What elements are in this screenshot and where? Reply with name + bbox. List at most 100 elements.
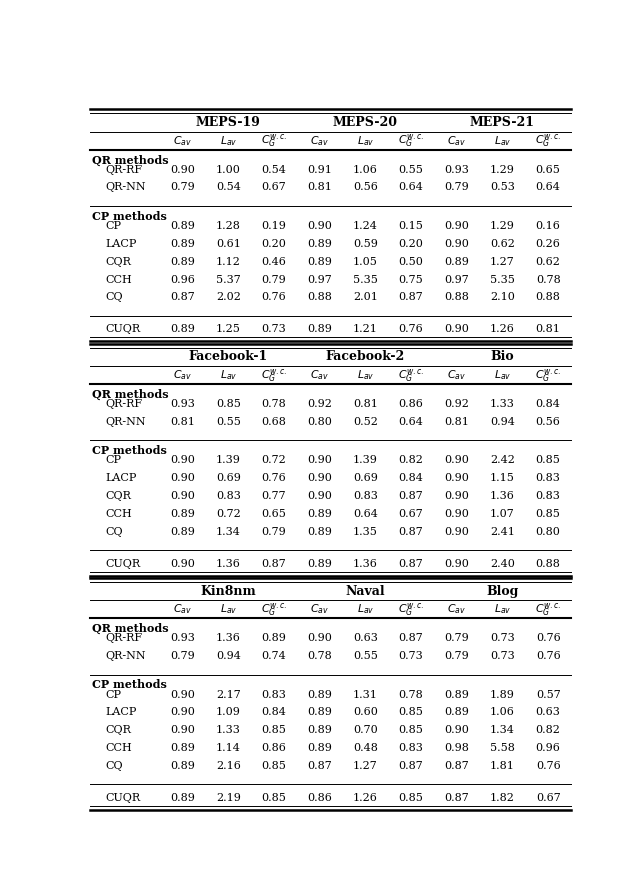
Text: 0.79: 0.79 — [444, 633, 469, 643]
Text: 2.02: 2.02 — [216, 292, 241, 303]
Text: 0.90: 0.90 — [444, 726, 469, 735]
Text: QR methods: QR methods — [92, 389, 169, 400]
Text: 0.89: 0.89 — [170, 239, 195, 249]
Text: 0.79: 0.79 — [262, 275, 286, 284]
Text: Facebook-2: Facebook-2 — [326, 351, 405, 364]
Text: 0.53: 0.53 — [490, 182, 515, 193]
Text: 0.26: 0.26 — [536, 239, 561, 249]
Text: $L_{av}$: $L_{av}$ — [494, 368, 511, 382]
Text: 1.34: 1.34 — [490, 726, 515, 735]
Text: 0.76: 0.76 — [262, 292, 286, 303]
Text: 0.63: 0.63 — [536, 707, 561, 718]
Text: QR-NN: QR-NN — [105, 417, 146, 426]
Text: Naval: Naval — [346, 584, 385, 597]
Text: $L_{av}$: $L_{av}$ — [356, 368, 374, 382]
Text: 1.27: 1.27 — [353, 760, 378, 771]
Text: 0.64: 0.64 — [399, 417, 424, 426]
Text: 0.90: 0.90 — [444, 491, 469, 501]
Text: 0.90: 0.90 — [170, 559, 195, 569]
Text: 0.94: 0.94 — [216, 651, 241, 661]
Text: 0.88: 0.88 — [536, 559, 561, 569]
Text: QR-NN: QR-NN — [105, 182, 146, 193]
Text: 0.77: 0.77 — [262, 491, 286, 501]
Text: 0.83: 0.83 — [353, 491, 378, 501]
Text: 0.76: 0.76 — [536, 760, 561, 771]
Text: $C_G^{w.c.}$: $C_G^{w.c.}$ — [535, 601, 561, 617]
Text: 5.58: 5.58 — [490, 743, 515, 753]
Text: QR methods: QR methods — [92, 623, 169, 634]
Text: 0.96: 0.96 — [170, 275, 195, 284]
Text: 0.79: 0.79 — [444, 651, 469, 661]
Text: $C_{av}$: $C_{av}$ — [173, 134, 192, 147]
Text: CUQR: CUQR — [105, 793, 140, 803]
Text: 0.88: 0.88 — [444, 292, 469, 303]
Text: 0.83: 0.83 — [262, 690, 286, 699]
Text: 0.16: 0.16 — [536, 221, 561, 231]
Text: MEPS-21: MEPS-21 — [470, 116, 535, 129]
Text: CUQR: CUQR — [105, 324, 140, 335]
Text: 0.60: 0.60 — [353, 707, 378, 718]
Text: 0.54: 0.54 — [262, 165, 286, 174]
Text: 0.82: 0.82 — [399, 455, 424, 466]
Text: 0.61: 0.61 — [216, 239, 241, 249]
Text: CP methods: CP methods — [92, 211, 167, 222]
Text: 5.35: 5.35 — [490, 275, 515, 284]
Text: 0.72: 0.72 — [262, 455, 286, 466]
Text: 1.36: 1.36 — [490, 491, 515, 501]
Text: 0.90: 0.90 — [170, 690, 195, 699]
Text: 0.89: 0.89 — [262, 633, 286, 643]
Text: CQR: CQR — [105, 726, 131, 735]
Text: 0.94: 0.94 — [490, 417, 515, 426]
Text: 0.89: 0.89 — [170, 324, 195, 335]
Text: 0.78: 0.78 — [536, 275, 561, 284]
Text: CP: CP — [105, 690, 121, 699]
Text: 0.90: 0.90 — [307, 473, 332, 483]
Text: QR-RF: QR-RF — [105, 399, 142, 409]
Text: 0.85: 0.85 — [399, 726, 424, 735]
Text: $C_G^{w.c.}$: $C_G^{w.c.}$ — [535, 366, 561, 384]
Text: 0.91: 0.91 — [307, 165, 332, 174]
Text: 0.83: 0.83 — [216, 491, 241, 501]
Text: $C_G^{w.c.}$: $C_G^{w.c.}$ — [398, 601, 424, 617]
Text: 1.35: 1.35 — [353, 527, 378, 536]
Text: 0.20: 0.20 — [262, 239, 286, 249]
Text: CQR: CQR — [105, 257, 131, 267]
Text: 1.06: 1.06 — [353, 165, 378, 174]
Text: 0.87: 0.87 — [399, 559, 424, 569]
Text: 0.83: 0.83 — [399, 743, 424, 753]
Text: CUQR: CUQR — [105, 559, 140, 569]
Text: 5.35: 5.35 — [353, 275, 378, 284]
Text: 0.90: 0.90 — [444, 508, 469, 519]
Text: LACP: LACP — [105, 473, 137, 483]
Text: Blog: Blog — [486, 584, 518, 597]
Text: 0.90: 0.90 — [307, 633, 332, 643]
Text: 0.81: 0.81 — [536, 324, 561, 335]
Text: 0.84: 0.84 — [536, 399, 561, 409]
Text: 0.87: 0.87 — [399, 491, 424, 501]
Text: 1.39: 1.39 — [353, 455, 378, 466]
Text: 0.93: 0.93 — [444, 165, 469, 174]
Text: $C_G^{w.c.}$: $C_G^{w.c.}$ — [261, 601, 287, 617]
Text: MEPS-20: MEPS-20 — [333, 116, 398, 129]
Text: 2.19: 2.19 — [216, 793, 241, 803]
Text: 0.85: 0.85 — [262, 760, 286, 771]
Text: 1.36: 1.36 — [216, 633, 241, 643]
Text: 1.36: 1.36 — [353, 559, 378, 569]
Text: 2.16: 2.16 — [216, 760, 241, 771]
Text: 5.37: 5.37 — [216, 275, 241, 284]
Text: LACP: LACP — [105, 707, 137, 718]
Text: 0.84: 0.84 — [262, 707, 286, 718]
Text: 1.33: 1.33 — [216, 726, 241, 735]
Text: $L_{av}$: $L_{av}$ — [220, 603, 237, 617]
Text: $C_{av}$: $C_{av}$ — [447, 134, 466, 147]
Text: 0.89: 0.89 — [307, 527, 332, 536]
Text: 0.56: 0.56 — [536, 417, 561, 426]
Text: 1.29: 1.29 — [490, 165, 515, 174]
Text: 0.93: 0.93 — [170, 399, 195, 409]
Text: 0.90: 0.90 — [170, 707, 195, 718]
Text: 0.92: 0.92 — [307, 399, 332, 409]
Text: 1.31: 1.31 — [353, 690, 378, 699]
Text: 0.87: 0.87 — [399, 527, 424, 536]
Text: 0.52: 0.52 — [353, 417, 378, 426]
Text: 0.89: 0.89 — [444, 257, 469, 267]
